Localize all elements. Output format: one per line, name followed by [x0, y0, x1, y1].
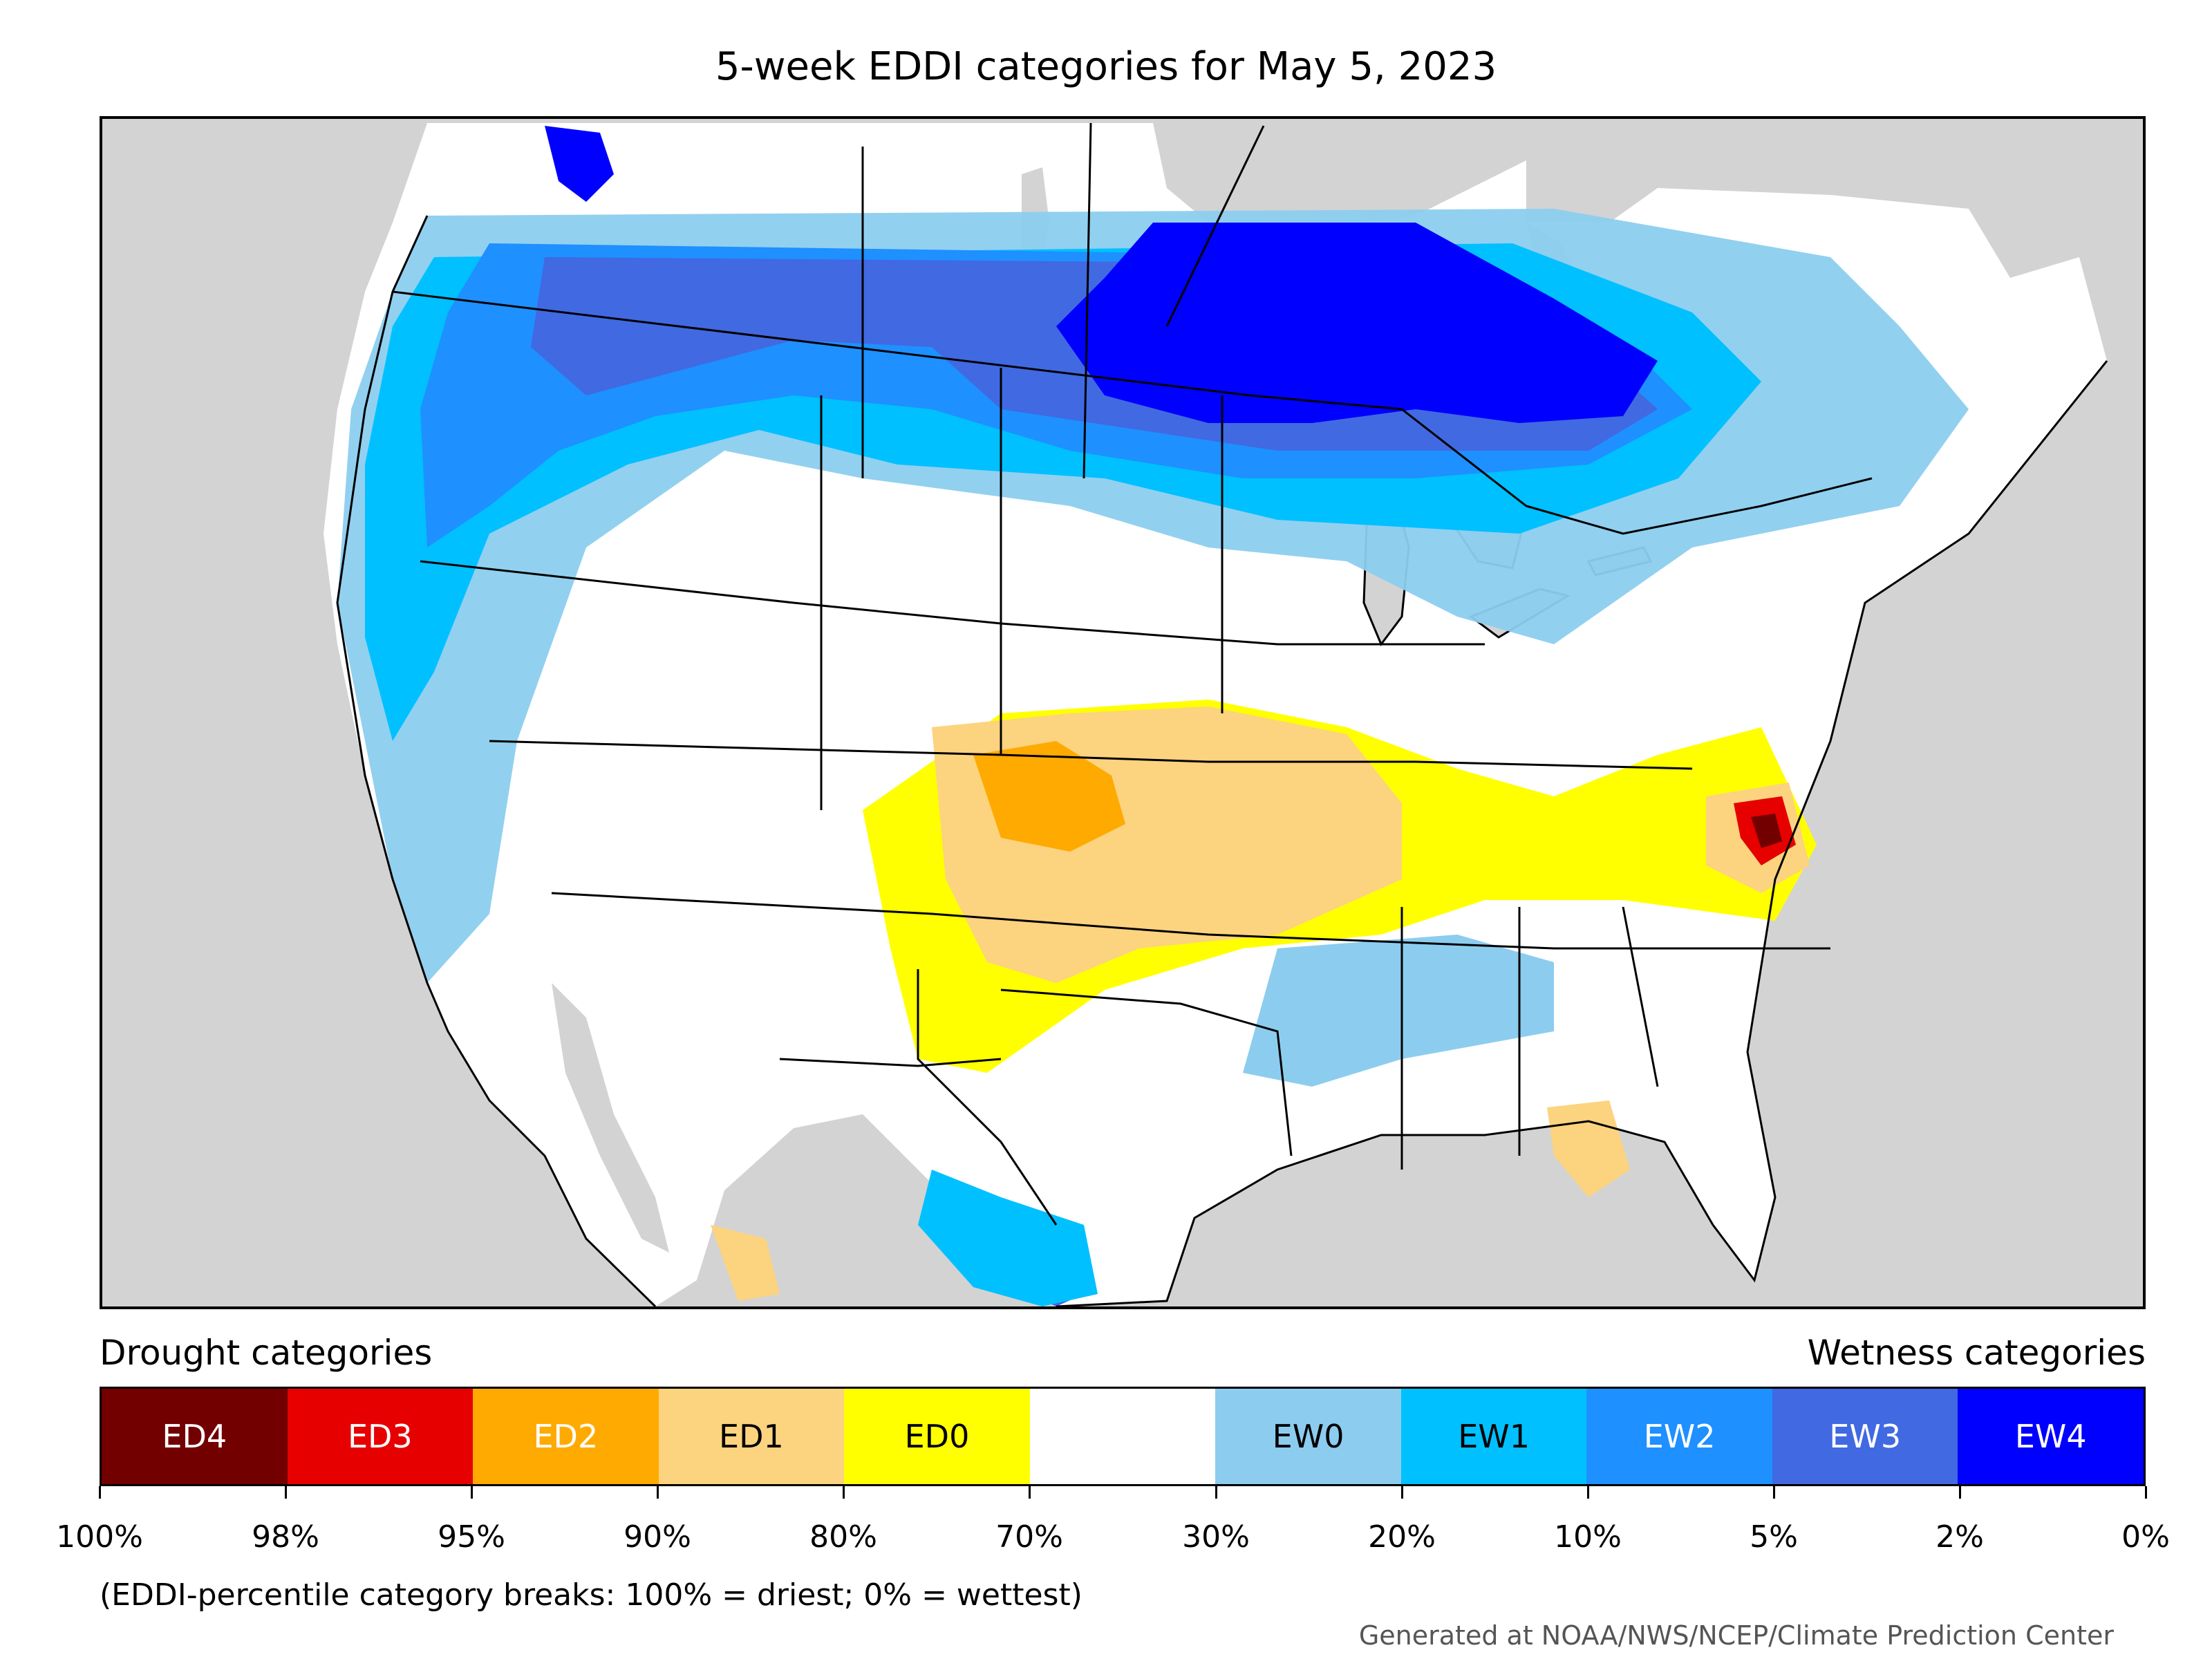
ed1-baja — [711, 1225, 780, 1301]
colorbar-tick-mark — [1773, 1486, 1775, 1499]
ed2-region — [973, 741, 1125, 852]
colorbar-tick-mark — [1215, 1486, 1217, 1499]
eddi-map — [100, 116, 2146, 1309]
colorbar-tick-mark — [471, 1486, 473, 1499]
colorbar-tick-mark — [1959, 1486, 1961, 1499]
colorbar-tick-mark — [99, 1486, 101, 1499]
colorbar-tick-label: 10% — [1554, 1519, 1622, 1555]
hudson-bay — [1153, 123, 1526, 229]
colorbar-tick-label: 100% — [56, 1519, 143, 1555]
colorbar-tick-mark — [1401, 1486, 1403, 1499]
colorbar-tick-label: 30% — [1182, 1519, 1250, 1555]
map-canvas — [324, 122, 2108, 1306]
colorbar-tick-mark — [657, 1486, 659, 1499]
colorbar-tick-mark — [843, 1486, 845, 1499]
colorbar-cell: ED0 — [844, 1389, 1030, 1484]
colorbar-tick-label: 0% — [2121, 1519, 2170, 1555]
colorbar-cell: EW3 — [1772, 1389, 1958, 1484]
colorbar-tick-label: 90% — [624, 1519, 691, 1555]
colorbar: ED4 ED3 ED2 ED1 ED0 EW0 EW1 EW2 EW3 EW4 — [100, 1387, 2146, 1486]
ew4-region-west — [545, 126, 614, 202]
colorbar-tick-label: 80% — [809, 1519, 877, 1555]
colorbar-tick-mark — [285, 1486, 287, 1499]
colorbar-cell: ED4 — [102, 1389, 288, 1484]
colorbar-tick-label: 95% — [438, 1519, 505, 1555]
colorbar-tick-label: 20% — [1368, 1519, 1436, 1555]
colorbar-tick-label: 70% — [995, 1519, 1063, 1555]
colorbar-cell: EW2 — [1586, 1389, 1772, 1484]
colorbar-tick-mark — [1587, 1486, 1589, 1499]
colorbar-tick-label: 5% — [1750, 1519, 1798, 1555]
colorbar-cell — [1029, 1389, 1216, 1484]
boundaries — [392, 122, 1873, 1226]
colorbar-cell: ED3 — [287, 1389, 474, 1484]
colorbar-cell: EW1 — [1400, 1389, 1587, 1484]
ew4-region — [1056, 223, 1658, 423]
credit-line: Generated at NOAA/NWS/NCEP/Climate Predi… — [1358, 1620, 2114, 1651]
colorbar-cell: ED2 — [473, 1389, 659, 1484]
drought-categories-title: Drought categories — [100, 1333, 433, 1373]
ew1-texas-coast — [918, 1170, 1098, 1306]
gulf-of-california — [552, 983, 669, 1253]
colorbar-tick-mark — [1029, 1486, 1031, 1499]
coastline — [336, 215, 2108, 1306]
colorbar-cell: EW0 — [1215, 1389, 1401, 1484]
footnote: (EDDI-percentile category breaks: 100% =… — [100, 1577, 1082, 1613]
wetness-categories-title: Wetness categories — [1807, 1333, 2146, 1373]
map-title: 5-week EDDI categories for May 5, 2023 — [715, 44, 1497, 89]
colorbar-cell: EW4 — [1958, 1389, 2144, 1484]
ed4-midatlantic — [1751, 814, 1782, 848]
colorbar-tick-label: 2% — [1936, 1519, 1984, 1555]
ew0-gulf — [1243, 935, 1554, 1087]
colorbar-tick-mark — [2145, 1486, 2147, 1499]
colorbar-tick-label: 98% — [252, 1519, 319, 1555]
colorbar-ticks: 100% 98% 95% 90% 80% 70% 30% 20% 10% 5% 2% 0% — [56, 1486, 2170, 1569]
colorbar-cell: ED1 — [658, 1389, 845, 1484]
